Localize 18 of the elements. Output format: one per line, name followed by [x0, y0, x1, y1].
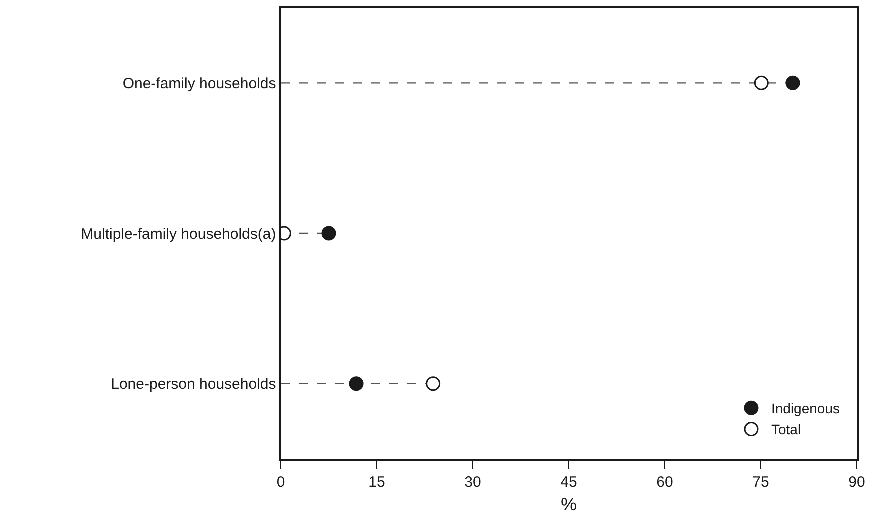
- x-tick-label: 30: [464, 474, 482, 491]
- point: [322, 226, 336, 241]
- point: [754, 76, 769, 90]
- point: [349, 376, 364, 392]
- x-tick-label: 45: [560, 474, 578, 491]
- x-tick-label: 60: [656, 474, 674, 491]
- x-tick-label: 75: [752, 474, 770, 491]
- y-tick-label: Lone-person households: [111, 376, 276, 394]
- point: [786, 76, 800, 90]
- x-axis-title: %: [560, 494, 578, 514]
- x-tick-label: 90: [848, 474, 866, 491]
- legend-label: Total: [771, 422, 802, 438]
- x-tick-label: 0: [276, 474, 286, 491]
- y-tick-label: Multiple-family households(a): [81, 226, 276, 243]
- point: [426, 376, 441, 392]
- x-tick-label: 15: [368, 474, 386, 491]
- y-tick-label: One-family households: [122, 75, 276, 92]
- legend-label: Indigenous: [771, 400, 840, 417]
